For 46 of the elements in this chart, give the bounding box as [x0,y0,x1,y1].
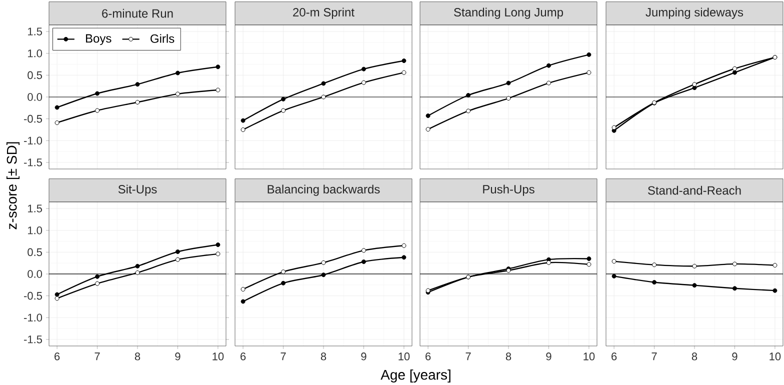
x-tick-label: 8 [692,352,698,360]
chart-title: Stand-and-Reach [648,186,741,195]
x-axis-title: Age [years] [380,369,450,383]
x-tick-label: 9 [361,352,366,360]
y-tick-label: -1.0 [24,136,42,145]
x-tick-label: 9 [546,352,552,360]
y-tick-label: 0.0 [28,93,42,101]
x-tick-label: 7 [280,352,286,360]
x-tick-label: 9 [732,352,738,360]
chart-title: Jumping sideways [646,8,744,19]
legend-label: Girls [150,34,174,43]
x-tick-label: 10 [770,352,781,360]
chart-title: Balancing backwards [268,184,380,196]
x-tick-label: 6 [612,352,617,360]
y-tick-label: -0.5 [24,292,42,300]
x-tick-label: 10 [584,352,595,360]
x-tick-label: 7 [466,352,471,360]
x-tick-label: 10 [398,352,410,360]
x-tick-label: 6 [240,352,246,360]
chart-title: Push-Ups [483,184,534,196]
y-tick-label: 1.5 [28,204,42,212]
y-tick-label: 1.5 [28,28,42,36]
y-tick-label: -0.5 [24,114,42,123]
chart-title: Standing Long Jump [454,8,563,19]
y-tick-label: -1.5 [24,336,42,344]
chart-title: 6-minute Run [102,8,173,18]
x-tick-label: 7 [94,352,100,360]
legend-label: Boys [86,34,112,46]
x-tick-label: 7 [652,352,657,360]
y-tick-label: 0.5 [28,71,42,80]
y-tick-label: 0.5 [28,248,42,256]
x-tick-label: 8 [320,352,326,360]
y-tick-label: -1.5 [24,158,42,166]
x-tick-label: 10 [212,352,224,360]
y-tick-label: 1.0 [28,226,42,234]
y-tick-label: 0.0 [28,270,42,278]
y-tick-label: -1.0 [24,314,42,322]
x-tick-label: 6 [426,352,431,360]
y-tick-label: 1.0 [28,49,42,58]
x-tick-label: 8 [134,352,140,360]
chart-title: Sit-Ups [118,184,157,196]
x-tick-label: 8 [506,352,512,360]
x-tick-label: 6 [54,352,60,360]
y-axis-title: z-score [± SD] [6,142,20,230]
x-tick-label: 9 [175,352,180,360]
chart-title: 20-m Sprint [293,8,354,19]
